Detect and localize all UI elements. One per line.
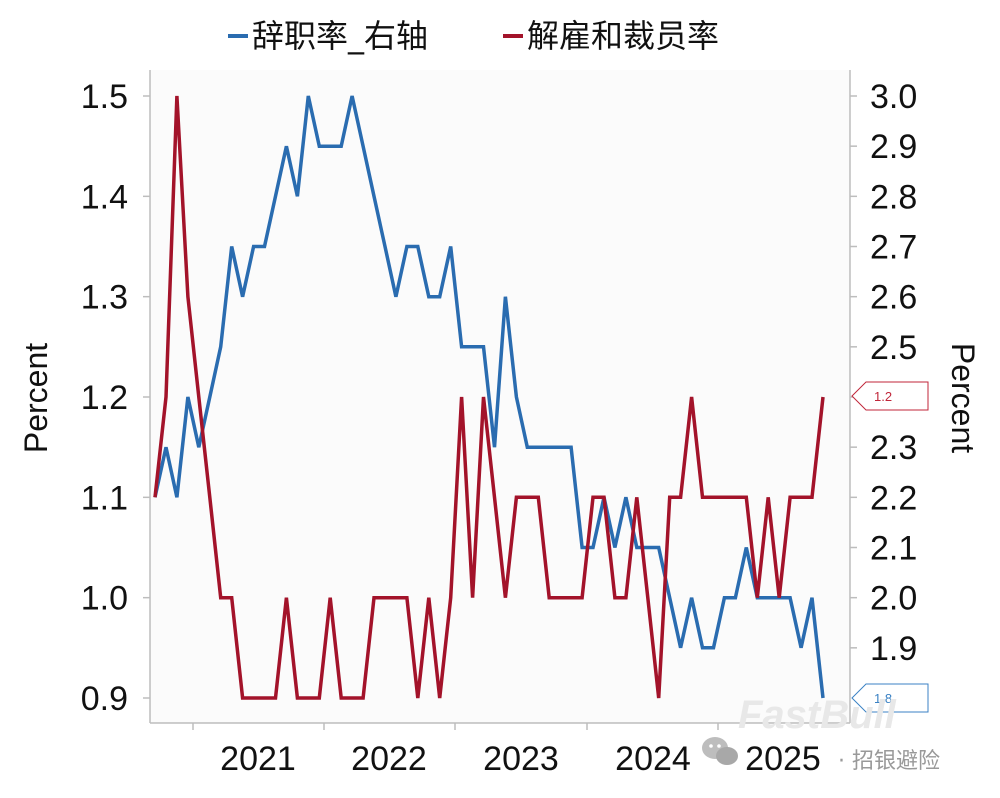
left-tick-label: 1.4 — [81, 178, 128, 216]
left-tick-label: 1.2 — [81, 379, 128, 417]
right-tick-label: 2.8 — [870, 178, 917, 216]
x-tick-label: 2024 — [615, 740, 691, 778]
watermark: FastBull · 招银避险 — [702, 693, 940, 774]
series-line-quits-rate — [153, 95, 825, 699]
callout-layer: 1.2 1.8 — [851, 381, 929, 713]
right-tick-label: 3.0 — [870, 78, 917, 116]
callout-label: 1.8 — [874, 691, 892, 706]
x-tick-label: 2025 — [745, 740, 821, 778]
x-tick-label: 2022 — [351, 740, 427, 778]
left-tick-label: 1.5 — [81, 78, 128, 116]
wechat-icon — [702, 737, 738, 765]
x-tick-label: 2021 — [220, 740, 296, 778]
left-tick-label: 0.9 — [81, 680, 128, 718]
right-tick-label: 2.2 — [870, 479, 917, 517]
right-tick-label: 2.5 — [870, 329, 917, 367]
right-tick-label: 2.6 — [870, 279, 917, 317]
right-tick-label: 1.9 — [870, 630, 917, 668]
left-axis-ticks: 0.9 1.0 1.1 1.2 1.3 1.4 1.5 — [81, 78, 150, 718]
callout-label: 1.2 — [874, 389, 892, 404]
left-axis-title: Percent — [18, 343, 54, 453]
series-layer — [153, 95, 825, 700]
legend-label-layoffs: 解雇和裁员率 — [527, 17, 719, 55]
x-axis-ticks: 2021 2022 2023 2024 2025 — [192, 723, 821, 778]
right-tick-label: 2.3 — [870, 429, 917, 467]
watermark-logo: FastBull — [738, 693, 897, 737]
x-tick-label: 2023 — [483, 740, 559, 778]
right-tick-label: 2.1 — [870, 530, 917, 568]
right-tick-label: 2.7 — [870, 229, 917, 267]
series-line-layoff-rate — [153, 95, 825, 700]
right-tick-label: 2.9 — [870, 128, 917, 166]
right-axis-title: Percent — [945, 343, 981, 453]
right-axis-ticks: 1.92.02.12.22.32.42.52.62.72.82.93.0 — [850, 78, 917, 668]
legend-label-quits: 辞职率_右轴 — [252, 17, 428, 55]
left-tick-label: 1.0 — [81, 580, 128, 618]
last-value-callout: 1.8 — [851, 683, 929, 713]
left-tick-label: 1.3 — [81, 279, 128, 317]
right-tick-label: 2.0 — [870, 580, 917, 618]
watermark-source: · 招银避险 — [838, 749, 940, 774]
last-value-callout: 1.2 — [851, 381, 929, 411]
plot-area — [150, 70, 850, 723]
left-tick-label: 1.1 — [81, 479, 128, 517]
legend: 辞职率_右轴 解雇和裁员率 — [228, 17, 719, 55]
